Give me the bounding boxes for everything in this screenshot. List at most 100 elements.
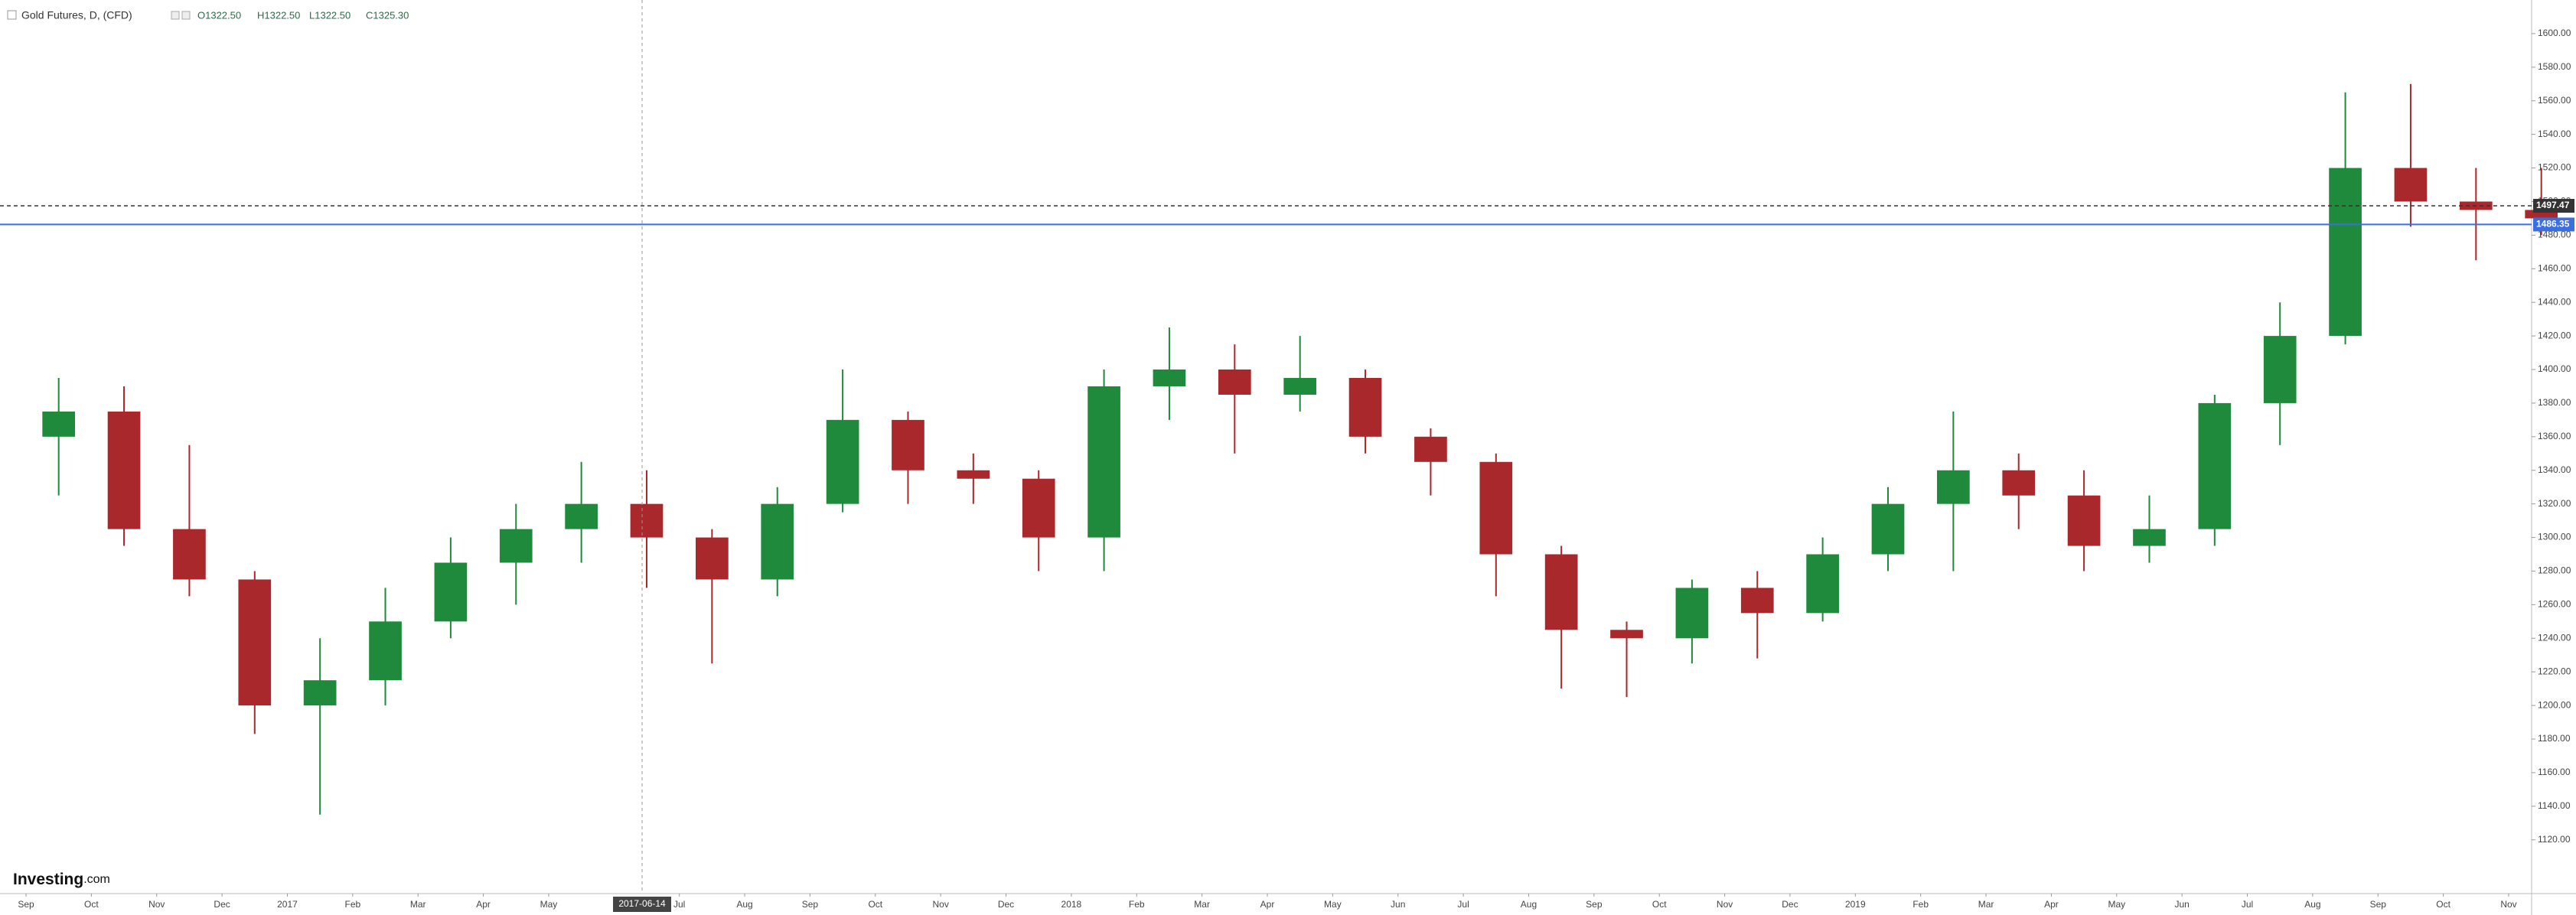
x-tick-label: Jul: [673, 899, 685, 910]
x-tick-label: Feb: [1912, 899, 1929, 910]
ohlc-open: O1322.50: [197, 9, 241, 21]
candle-body: [2525, 210, 2558, 219]
x-tick-label: Nov: [148, 899, 165, 910]
candle-body: [2329, 168, 2362, 337]
x-tick-label: Apr: [2044, 899, 2059, 910]
candle-body: [1153, 370, 1186, 386]
candle-body: [1479, 461, 1513, 555]
y-tick-label: 1420.00: [2538, 330, 2571, 340]
y-tick-label: 1340.00: [2538, 464, 2571, 475]
y-tick-label: 1600.00: [2538, 28, 2571, 38]
candle-body: [1348, 377, 1382, 437]
x-tick-label: May: [540, 899, 558, 910]
x-tick-label: 2018: [1061, 899, 1082, 910]
crosshair-date-box: [613, 897, 672, 912]
candle-body: [1937, 470, 1970, 504]
candle-body: [369, 621, 402, 681]
x-tick-label: Apr: [476, 899, 491, 910]
logo-name: Investing: [13, 871, 83, 888]
y-tick-label: 1120.00: [2538, 834, 2571, 845]
candle-body: [2198, 402, 2232, 529]
y-tick-label: 1400.00: [2538, 363, 2571, 374]
price-label-box: [2533, 217, 2574, 232]
candle-body: [1283, 377, 1317, 395]
candle-body: [826, 419, 859, 504]
x-tick-label: Mar: [1194, 899, 1210, 910]
candle-body: [2133, 529, 2166, 546]
y-tick-label: 1240.00: [2538, 632, 2571, 643]
ohlc-close: C1325.30: [366, 9, 409, 21]
y-tick-label: 1280.00: [2538, 565, 2571, 576]
x-tick-label: Oct: [868, 899, 882, 910]
x-tick-label: Feb: [1129, 899, 1145, 910]
candle-body: [2002, 470, 2036, 496]
x-tick-label: Sep: [802, 899, 819, 910]
x-tick-label: Sep: [18, 899, 34, 910]
candle-body: [2394, 168, 2428, 202]
x-tick-label: Nov: [1717, 899, 1733, 910]
settings-icon[interactable]: [171, 11, 180, 20]
y-tick-label: 1480.00: [2538, 230, 2571, 240]
x-tick-label: Oct: [1652, 899, 1667, 910]
candle-body: [1806, 554, 1839, 614]
x-tick-label: Jun: [2174, 899, 2189, 910]
candle-body: [434, 562, 468, 622]
candle-body: [2263, 336, 2297, 403]
candle-body: [238, 579, 272, 706]
y-tick-label: 1200.00: [2538, 699, 2571, 710]
y-tick-label: 1320.00: [2538, 498, 2571, 509]
x-tick-label: Dec: [214, 899, 230, 910]
candle-body: [1871, 503, 1905, 555]
x-tick-label: 2019: [1845, 899, 1866, 910]
y-tick-label: 1180.00: [2538, 733, 2571, 744]
x-tick-label: Aug: [736, 899, 752, 910]
candle-body: [1414, 436, 1447, 462]
x-tick-label: Aug: [2304, 899, 2320, 910]
y-tick-label: 1260.00: [2538, 599, 2571, 610]
x-tick-label: Mar: [410, 899, 426, 910]
y-tick-label: 1300.00: [2538, 532, 2571, 542]
x-tick-label: Oct: [84, 899, 99, 910]
x-tick-label: Aug: [1521, 899, 1537, 910]
candle-body: [499, 529, 533, 563]
y-tick-label: 1160.00: [2538, 767, 2571, 777]
candle-body: [173, 529, 206, 580]
logo-suffix: .com: [83, 873, 110, 886]
candle-body: [1675, 588, 1709, 639]
x-tick-label: Nov: [932, 899, 948, 910]
x-tick-label: 2017: [277, 899, 298, 910]
ohlc-high: H1322.50: [257, 9, 300, 21]
candle-body: [696, 537, 729, 580]
y-tick-label: 1380.00: [2538, 397, 2571, 408]
x-tick-label: Feb: [344, 899, 360, 910]
y-tick-label: 1560.00: [2538, 95, 2571, 106]
x-tick-label: Nov: [2500, 899, 2516, 910]
candle-body: [1218, 370, 1251, 395]
x-tick-label: Dec: [998, 899, 1014, 910]
y-tick-label: 1440.00: [2538, 296, 2571, 307]
candle-body: [1610, 630, 1643, 639]
x-tick-label: Jul: [2242, 899, 2253, 910]
chart-title: Gold Futures, D, (CFD): [21, 9, 132, 21]
ohlc-low: L1322.50: [309, 9, 351, 21]
candle-body: [630, 503, 664, 538]
candle-body: [565, 503, 598, 529]
collapse-button[interactable]: [7, 10, 17, 20]
candle-body: [1740, 588, 1774, 614]
x-tick-label: Jun: [1391, 899, 1405, 910]
candles: [42, 83, 2558, 815]
x-tick-label: Dec: [1782, 899, 1798, 910]
x-tick-label: May: [2108, 899, 2125, 910]
x-tick-label: Jul: [1457, 899, 1469, 910]
x-tick-label: May: [1324, 899, 1342, 910]
candle-body: [957, 470, 990, 479]
hide-icon[interactable]: [181, 11, 191, 20]
x-tick-label: Sep: [2370, 899, 2387, 910]
price-label-box: [2533, 199, 2574, 213]
candle-body: [1087, 386, 1120, 538]
y-tick-label: 1140.00: [2538, 800, 2571, 811]
candle-body: [1022, 478, 1055, 538]
